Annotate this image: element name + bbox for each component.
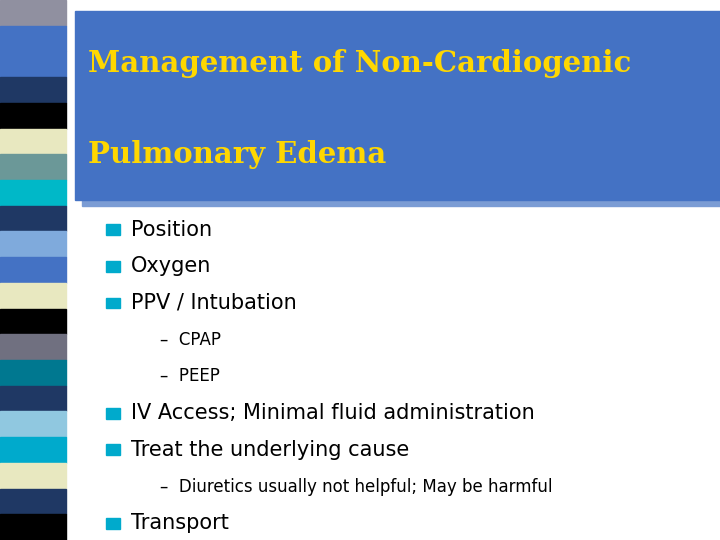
Bar (75, 11, 720, 200)
Bar (0, 411, 66, 437)
Bar (0, 437, 66, 463)
Bar (0, 386, 66, 411)
Bar (0, 26, 66, 51)
Text: –  PEEP: – PEEP (160, 367, 220, 386)
Bar (0, 206, 66, 232)
Text: Management of Non-Cardiogenic: Management of Non-Cardiogenic (88, 49, 631, 78)
Bar (82, 17, 720, 206)
Text: IV Access; Minimal fluid administration: IV Access; Minimal fluid administration (131, 403, 535, 423)
Text: Pulmonary Edema: Pulmonary Edema (88, 140, 386, 169)
Bar (106, 224, 120, 235)
Bar (0, 463, 66, 489)
Bar (106, 408, 120, 418)
Text: Transport: Transport (131, 513, 229, 534)
Bar (0, 334, 66, 360)
Bar (0, 514, 66, 540)
Bar (106, 261, 120, 272)
Bar (0, 0, 66, 26)
Bar (106, 298, 120, 308)
Bar (0, 308, 66, 334)
Bar (0, 232, 66, 257)
Bar (0, 154, 66, 180)
Bar (106, 444, 120, 455)
Bar (0, 103, 66, 129)
Text: PPV / Intubation: PPV / Intubation (131, 293, 297, 313)
Bar (0, 257, 66, 283)
Bar (106, 518, 120, 529)
Text: Position: Position (131, 219, 212, 240)
Bar (0, 283, 66, 308)
Bar (0, 77, 66, 103)
Bar (0, 129, 66, 154)
Bar (0, 489, 66, 514)
Text: Treat the underlying cause: Treat the underlying cause (131, 440, 409, 460)
Text: –  CPAP: – CPAP (160, 330, 221, 349)
Text: Oxygen: Oxygen (131, 256, 212, 276)
Bar (0, 180, 66, 206)
Text: –  Diuretics usually not helpful; May be harmful: – Diuretics usually not helpful; May be … (160, 477, 552, 496)
Bar (0, 51, 66, 77)
Bar (0, 360, 66, 386)
